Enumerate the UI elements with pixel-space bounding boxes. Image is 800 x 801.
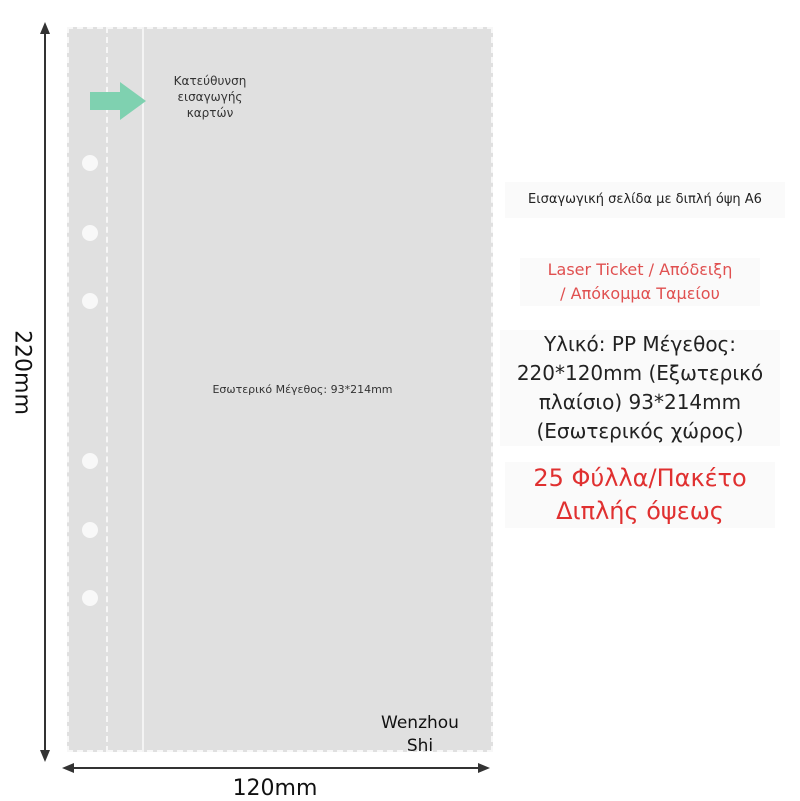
punch-hole [82, 293, 98, 309]
usage-line-2: / Απόκομμα Ταμείου [560, 284, 720, 303]
binding-edge-line [106, 27, 108, 752]
width-label: 120mm [232, 776, 318, 801]
height-dimension-arrow [40, 22, 50, 762]
insert-direction-label: Κατεύθυνση εισαγωγής καρτών [173, 74, 247, 120]
pack-count: 25 Φύλλα/Πακέτο [533, 464, 747, 492]
material-spec: Υλικό: PP Μέγεθος: 220*120mm (Εξωτερικό … [500, 330, 780, 446]
pack-info: 25 Φύλλα/Πακέτο Διπλής όψεως [505, 462, 775, 528]
punch-hole [82, 155, 98, 171]
product-title: Εισαγωγική σελίδα με διπλή όψη A6 [505, 182, 785, 218]
height-label: 220mm [9, 330, 35, 415]
punch-hole [82, 590, 98, 606]
arrow-right-icon [90, 82, 146, 120]
punch-hole [82, 225, 98, 241]
sheet-protector [67, 27, 493, 752]
pack-sides: Διπλής όψεως [556, 497, 724, 525]
usage-line-1: Laser Ticket / Απόδειξη [547, 260, 733, 279]
watermark: Wenzhou Shi [381, 713, 459, 756]
width-dimension-arrow [62, 763, 490, 773]
usage-label: Laser Ticket / Απόδειξη / Απόκομμα Ταμεί… [520, 258, 760, 306]
punch-hole [82, 453, 98, 469]
pocket-edge-line [142, 27, 144, 752]
inner-size-label: Εσωτερικό Μέγεθος: 93*214mm [212, 383, 393, 396]
punch-hole [82, 522, 98, 538]
